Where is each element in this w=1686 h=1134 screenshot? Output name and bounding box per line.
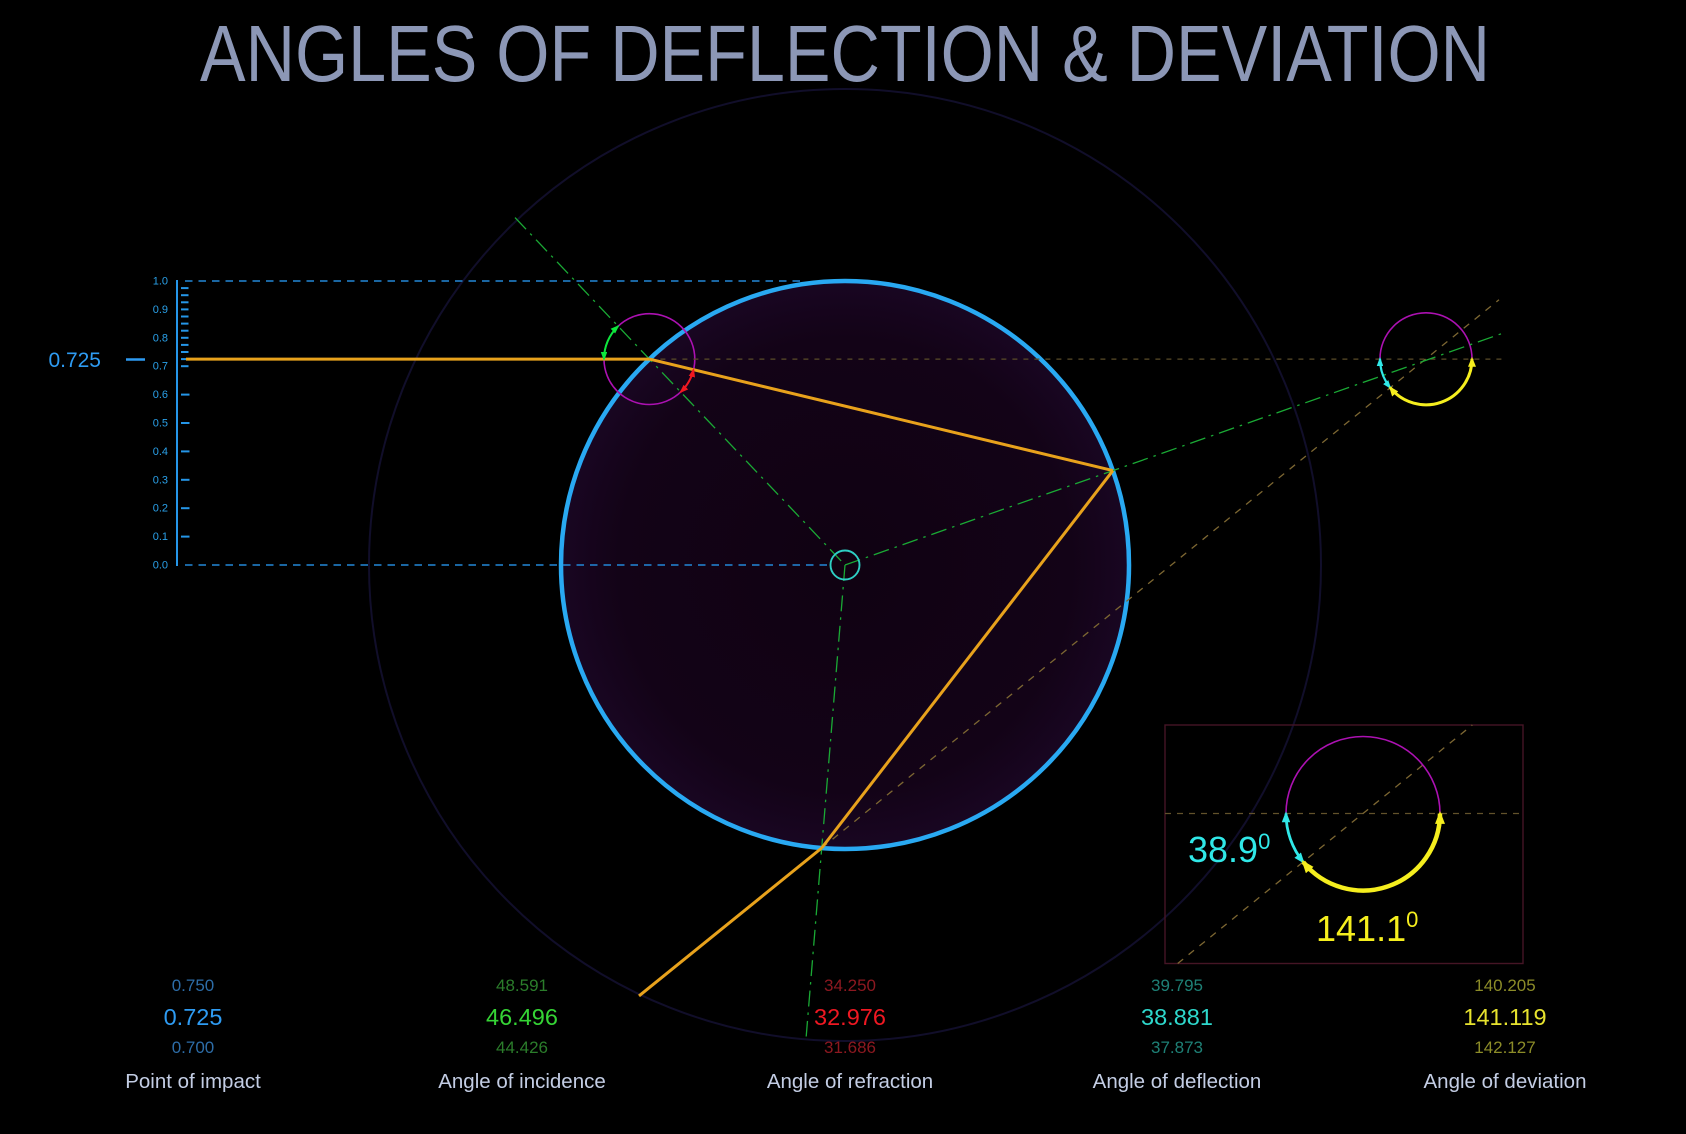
svg-text:44.426: 44.426 (496, 1038, 548, 1057)
svg-text:0.4: 0.4 (153, 446, 168, 458)
svg-text:Angle of refraction: Angle of refraction (767, 1070, 933, 1093)
svg-text:0.5: 0.5 (153, 418, 168, 430)
svg-text:142.127: 142.127 (1474, 1038, 1535, 1057)
svg-text:Angle of incidence: Angle of incidence (438, 1070, 606, 1093)
svg-text:0.8: 0.8 (153, 332, 168, 344)
svg-text:32.976: 32.976 (814, 1004, 886, 1030)
svg-text:39.795: 39.795 (1151, 976, 1203, 995)
svg-text:37.873: 37.873 (1151, 1038, 1203, 1057)
svg-text:140.205: 140.205 (1474, 976, 1535, 995)
svg-text:0.700: 0.700 (172, 1038, 215, 1057)
svg-text:0.1: 0.1 (153, 531, 168, 543)
svg-text:0.9: 0.9 (153, 304, 168, 316)
svg-text:34.250: 34.250 (824, 976, 876, 995)
svg-text:0.2: 0.2 (153, 503, 168, 515)
svg-text:0.3: 0.3 (153, 474, 168, 486)
svg-text:ANGLES OF DEFLECTION & DEVIATI: ANGLES OF DEFLECTION & DEVIATION (200, 9, 1490, 98)
svg-text:0.7: 0.7 (153, 361, 168, 373)
svg-text:0.750: 0.750 (172, 976, 215, 995)
svg-text:46.496: 46.496 (486, 1004, 558, 1030)
svg-text:Angle of deviation: Angle of deviation (1424, 1070, 1587, 1093)
svg-text:141.10: 141.10 (1316, 907, 1418, 949)
svg-text:141.119: 141.119 (1463, 1004, 1546, 1030)
svg-text:Point of impact: Point of impact (125, 1070, 261, 1093)
svg-text:38.881: 38.881 (1141, 1004, 1213, 1030)
svg-text:0.6: 0.6 (153, 389, 168, 401)
svg-text:31.686: 31.686 (824, 1038, 876, 1057)
svg-text:0.725: 0.725 (48, 349, 101, 372)
svg-text:1.0: 1.0 (153, 276, 168, 288)
svg-text:0.0: 0.0 (153, 560, 168, 572)
svg-text:Angle of deflection: Angle of deflection (1093, 1070, 1262, 1093)
svg-text:0.725: 0.725 (164, 1004, 223, 1030)
svg-text:48.591: 48.591 (496, 976, 548, 995)
svg-text:38.90: 38.90 (1188, 829, 1270, 870)
